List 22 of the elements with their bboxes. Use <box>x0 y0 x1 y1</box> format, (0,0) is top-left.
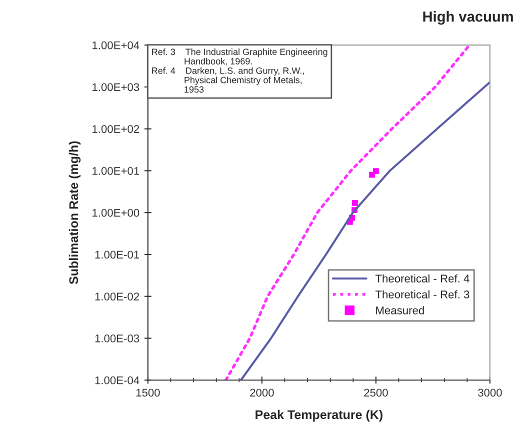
x-tick-label: 1500 <box>136 388 160 397</box>
point <box>369 172 375 178</box>
x-tick-label: 2500 <box>364 388 388 397</box>
legend-label: Theoretical - Ref. 3 <box>375 290 470 298</box>
point <box>352 200 358 206</box>
x-tick-label: 3000 <box>478 388 502 397</box>
legend-label: Measured <box>376 306 424 314</box>
y-tick-label: 1.00E+00 <box>92 208 140 217</box>
y-tick-label: 1.00E+04 <box>92 41 140 50</box>
y-tick-label: 1.00E-03 <box>95 334 140 342</box>
y-tick-label: 1.00E+02 <box>92 125 140 133</box>
legend-label: Theoretical - Ref. 4 <box>375 274 470 282</box>
x-axis-title: Peak Temperature (K) <box>256 410 382 422</box>
y-tick-label: 1.00E-02 <box>95 292 140 300</box>
y-tick-label: 1.00E-01 <box>95 250 140 259</box>
annotation: Ref. 3 The Industrial Graphite Engineering Handbook, 1969. Ref. 4 Darken, L.S. and Gurry, R.W., Physical Chemistry of Metals, 1953 <box>152 48 328 93</box>
x-tick-label: 2000 <box>250 388 274 397</box>
y-axis-title: Sublimation Rate (mg/h) <box>68 141 81 284</box>
chart-title: High vacuum <box>423 11 513 25</box>
y-tick-label: 1.00E-04 <box>95 376 140 384</box>
y-tick-label: 1.00E+03 <box>92 83 140 92</box>
y-tick-label: 1.00E+01 <box>92 166 140 175</box>
